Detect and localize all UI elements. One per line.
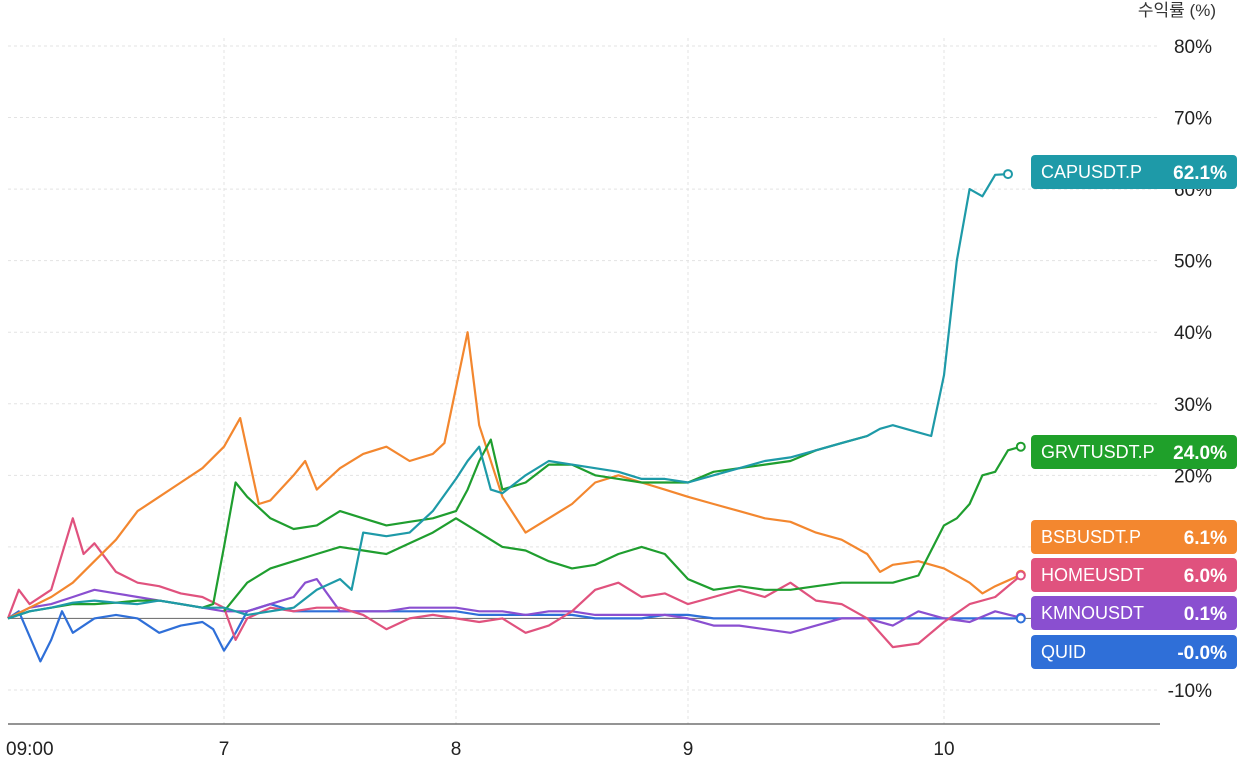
x-tick-label: 10 (933, 739, 954, 760)
end-labels: CAPUSDT.P 62.1% GRVTUSDT.P 24.0% BSBUSDT.P 6.… (1031, 155, 1237, 669)
end-label-name: CAPUSDT.P (1041, 162, 1142, 182)
end-marker (1015, 613, 1026, 624)
y-axis: 수익률 (%) -10%20%30%40%50%60%70%80% (1138, 1, 1216, 702)
end-label-value: 24.0% (1173, 443, 1227, 464)
end-marker (1015, 441, 1026, 452)
end-label-grvtusdt-p: GRVTUSDT.P 24.0% (1031, 435, 1237, 469)
end-label-badge (1031, 596, 1237, 630)
end-label-badge (1031, 635, 1237, 669)
x-tick-label: 7 (219, 739, 230, 760)
x-tick-label: 09:00 (6, 739, 54, 760)
series-line-bsbusdt-p (7, 331, 1022, 620)
end-label-badge (1031, 155, 1237, 189)
end-label-capusdt-p: CAPUSDT.P 62.1% (1031, 155, 1237, 189)
series-line-homeusdt (6, 517, 1022, 649)
y-tick-label: 50% (1174, 252, 1212, 273)
series-line-grvtusdt-p-2 (223, 445, 1022, 612)
end-label-name: KMNOUSDT (1041, 603, 1144, 623)
x-axis: 09:00 7 8 9 10 (6, 723, 1160, 760)
end-label-badge (1031, 435, 1237, 469)
series-line-quid (7, 603, 1021, 663)
end-label-quid: QUID -0.0% (1031, 635, 1237, 669)
end-label-name: QUID (1041, 642, 1086, 662)
end-label-value: 0.1% (1184, 604, 1227, 625)
y-tick-label: 30% (1174, 395, 1212, 416)
y-tick-label: 40% (1174, 323, 1212, 344)
y-tick-label: 80% (1174, 37, 1212, 58)
end-label-value: -0.0% (1177, 643, 1227, 664)
series-lines (6, 169, 1026, 663)
end-label-badge (1031, 558, 1237, 592)
end-label-value: 6.1% (1184, 528, 1227, 549)
end-label-value: 6.0% (1184, 566, 1227, 587)
end-label-name: GRVTUSDT.P (1041, 442, 1155, 462)
y-tick-label: -10% (1168, 681, 1212, 702)
x-tick-label: 9 (683, 739, 694, 760)
end-marker (1003, 169, 1013, 180)
x-tick-label: 8 (451, 739, 462, 760)
y-tick-label: 70% (1174, 109, 1212, 130)
end-label-value: 62.1% (1173, 163, 1227, 184)
grid (8, 38, 1160, 724)
end-label-badge (1031, 520, 1237, 554)
end-label-homeusdt: HOMEUSDT 6.0% (1031, 558, 1237, 592)
series-line-capusdt-p (7, 173, 1009, 620)
y-tick-label: 20% (1174, 466, 1212, 487)
end-marker (1015, 570, 1026, 581)
end-label-name: BSBUSDT.P (1041, 527, 1141, 547)
y-axis-label: 수익률 (%) (1138, 1, 1216, 20)
end-label-kmnousdt: KMNOUSDT 0.1% (1031, 596, 1237, 630)
end-label-bsbusdt-p: BSBUSDT.P 6.1% (1031, 520, 1237, 554)
end-label-name: HOMEUSDT (1041, 565, 1144, 585)
